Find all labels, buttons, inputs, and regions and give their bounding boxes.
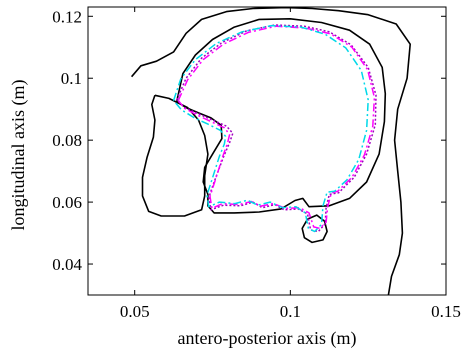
x-tick-label: 0.15 (431, 302, 461, 321)
ticks-layer: 0.05 0.1 0.15 0.04 0.06 0.08 0.1 0.12 (52, 7, 461, 321)
contour-series-2 (175, 17, 387, 214)
x-axis-label: antero-posterior axis (m) (178, 328, 357, 349)
y-tick-label: 0.12 (52, 7, 82, 26)
contour-series-1 (130, 6, 412, 296)
x-tick-label: 0.1 (280, 302, 301, 321)
contour-series-6 (177, 25, 376, 230)
plot-frame (87, 6, 447, 296)
contour-series-7 (172, 24, 369, 233)
x-tick-label: 0.05 (120, 302, 150, 321)
y-tick-label: 0.04 (52, 255, 82, 274)
contour-series-4 (301, 214, 328, 244)
contour-series-5 (176, 24, 377, 233)
y-tick-label: 0.08 (52, 131, 82, 150)
y-tick-label: 0.06 (52, 193, 82, 212)
y-axis-label: longitudinal axis (m) (8, 80, 29, 231)
y-tick-label: 0.1 (61, 69, 82, 88)
series-layer (130, 6, 412, 296)
